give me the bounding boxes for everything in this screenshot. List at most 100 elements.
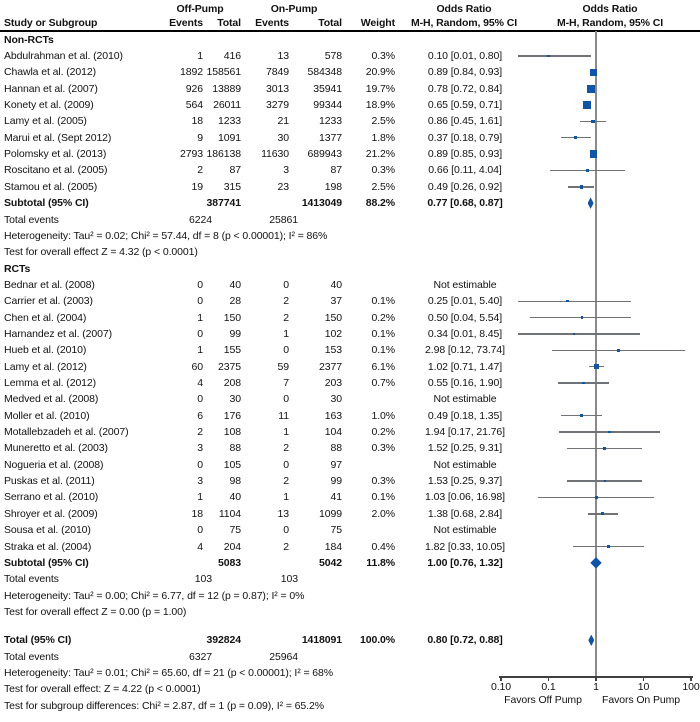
or-marker	[586, 169, 589, 172]
table-row: Test for overall effect Z = 0.00 (p = 1.…	[0, 604, 533, 620]
total-offpump-value: 105	[223, 458, 241, 471]
study-label: Stamou et al. (2005)	[4, 180, 98, 193]
events-offpump-value: 2	[197, 164, 203, 177]
table-row: Lamy et al. (2005) 18 1233 21 1233 2.5% 0.86 […	[0, 113, 533, 129]
or-marker	[601, 512, 605, 516]
or-marker	[617, 349, 620, 352]
favors-right-label: Favors On Pump	[602, 694, 680, 706]
axis-tick-label: 0.1	[541, 681, 556, 693]
events-offpump-value: 1	[197, 311, 203, 324]
table-row: Polomsky et al. (2013) 2793 186138 11630 689…	[0, 146, 533, 162]
total-offpump-value: 155	[223, 344, 241, 357]
ci-text: 0.77 [0.68, 0.87]	[427, 197, 503, 210]
events-offpump-value: 18	[191, 115, 204, 128]
events-offpump-value: 1	[197, 344, 203, 357]
study-label: Puskas et al. (2011)	[4, 475, 95, 488]
events-onpump-value: 7849	[266, 66, 289, 79]
favors-left-label: Favors Off Pump	[504, 694, 582, 706]
or-marker	[589, 150, 598, 158]
ci-text: 1.00 [0.76, 1.32]	[427, 556, 503, 569]
column-header-total-offpump: Total	[217, 17, 241, 29]
subtotal-diamond	[587, 197, 594, 209]
or-marker	[573, 136, 577, 140]
ci-text: 0.80 [0.72, 0.88]	[427, 634, 503, 647]
table-row: Total events 103 103	[0, 571, 533, 587]
weight-value: 88.2%	[365, 197, 395, 210]
or-marker	[589, 68, 598, 77]
axis-tick	[642, 676, 645, 681]
column-header-onpump: On-Pump	[270, 3, 318, 15]
table-row: Hannan et al. (2007) 926 13889 3013 35941 19.…	[0, 81, 533, 97]
total-offpump-value: 88	[229, 442, 242, 455]
or-marker	[583, 101, 591, 109]
study-label: Chen et al. (2004)	[4, 311, 87, 324]
total-onpump-value: 104	[324, 426, 342, 439]
or-marker	[603, 447, 606, 450]
total-events-label: Total events	[4, 650, 59, 663]
group-label: Non-RCTs	[4, 33, 54, 46]
total-offpump-value: 150	[223, 311, 241, 324]
events-onpump-value: 3013	[266, 82, 289, 95]
total-events-label: Total events	[4, 213, 59, 226]
center-line	[595, 31, 597, 676]
total-offpump-value: 98	[229, 475, 242, 488]
ci-text: 1.82 [0.33, 10.05]	[425, 540, 505, 553]
events-offpump-value: 3	[197, 475, 203, 488]
ci-text: 0.65 [0.59, 0.71]	[427, 99, 503, 112]
axis-tick-label: 100	[682, 681, 700, 693]
study-label: Motallebzadeh et al. (2007)	[4, 426, 129, 439]
total-offpump-value: 99	[229, 327, 242, 340]
events-offpump-value: 0	[197, 295, 203, 308]
study-label: Harnandez et al. (2007)	[4, 327, 113, 340]
events-offpump-value: 60	[191, 360, 204, 373]
total-offpump-value: 2375	[218, 360, 241, 373]
table-row: Heterogeneity: Tau² = 0.00; Chi² = 6.77,…	[0, 587, 533, 603]
total-onpump-value: 153	[324, 344, 342, 357]
weight-value: 6.1%	[371, 360, 395, 373]
or-marker	[547, 54, 550, 58]
events-onpump-value: 11630	[261, 148, 289, 161]
ci-text: Not estimable	[433, 524, 497, 537]
events-onpump-value: 0	[283, 278, 289, 291]
total-onpump-value: 1418091	[301, 634, 342, 647]
study-label: Straka et al. (2004)	[4, 540, 92, 553]
column-header-odds-ratio-text: Odds Ratio	[436, 3, 492, 15]
table-row: Sousa et al. (2010) 0 75 0 75 Not estimable	[0, 522, 533, 538]
column-header-weight: Weight	[360, 17, 395, 29]
table-row: Roscitano et al. (2005) 2 87 3 87 0.3% 0.66 [0…	[0, 162, 533, 178]
table-row: Marui et al. (Sept 2012) 9 1091 30 1377 1.8% 0…	[0, 130, 533, 146]
or-marker	[587, 84, 595, 93]
study-label: Roscitano et al. (2005)	[4, 164, 108, 177]
or-marker	[579, 185, 583, 189]
total-onpump-value: 163	[324, 409, 342, 422]
total-onpump-value: 30	[330, 393, 343, 406]
or-marker	[582, 381, 585, 385]
axis-tick	[500, 676, 502, 681]
table-row: Harnandez et al. (2007) 0 99 1 102 0.1% 0.34 […	[0, 326, 533, 342]
events-offpump-value: 103	[194, 573, 212, 586]
events-offpump-value: 564	[185, 99, 203, 112]
or-marker	[607, 545, 610, 548]
total-offpump-value: 13889	[212, 82, 241, 95]
study-label: Shroyer et al. (2009)	[4, 507, 98, 520]
column-header-mh-ci-text: M-H, Random, 95% CI	[410, 17, 518, 29]
header-rule	[0, 30, 700, 32]
events-offpump-value: 4	[197, 540, 203, 553]
note-text: Test for overall effect Z = 4.32 (p < 0.…	[4, 246, 198, 259]
events-onpump-value: 3279	[266, 99, 289, 112]
total-onpump-value: 35941	[313, 82, 342, 95]
total-onpump-value: 1413049	[301, 197, 342, 210]
study-label: Lamy et al. (2012)	[4, 360, 87, 373]
column-header-events-onpump: Events	[255, 17, 289, 29]
total-onpump-value: 37	[330, 295, 343, 308]
ci-text: 0.49 [0.18, 1.35]	[427, 409, 503, 422]
events-onpump-value: 2	[283, 295, 289, 308]
events-offpump-value: 2793	[180, 148, 203, 161]
events-onpump-value: 0	[283, 344, 289, 357]
or-marker	[595, 496, 598, 499]
ci-text: 0.37 [0.18, 0.79]	[427, 131, 503, 144]
ci-text: 0.89 [0.84, 0.93]	[427, 66, 503, 79]
events-onpump-value: 23	[277, 180, 290, 193]
